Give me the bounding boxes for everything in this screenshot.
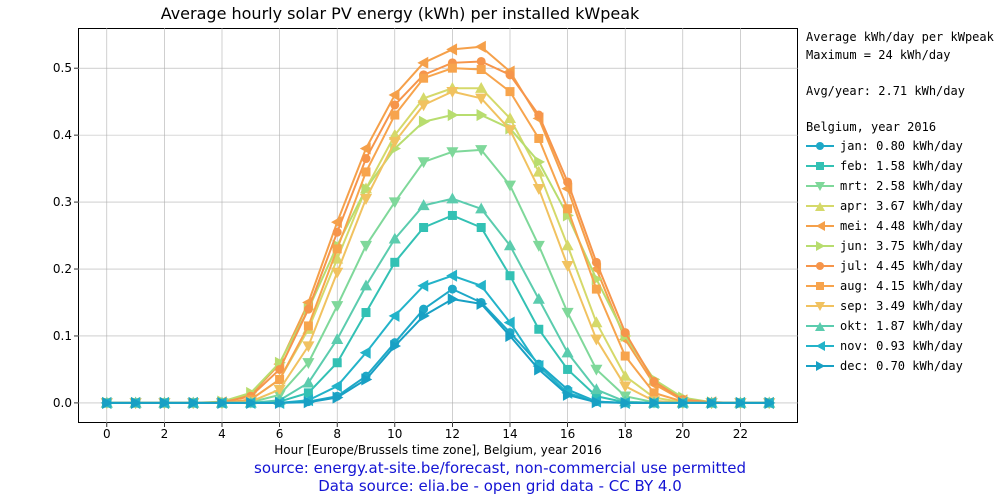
legend-item-jan: jan: 0.80 kWh/day	[806, 136, 994, 156]
x-tick-label: 18	[618, 427, 633, 441]
legend-swatch	[806, 299, 834, 313]
legend-header-line: Avg/year: 2.71 kWh/day	[806, 82, 994, 100]
y-tick-label: 0.2	[12, 262, 72, 276]
legend-item-apr: apr: 3.67 kWh/day	[806, 196, 994, 216]
legend-item-jul: jul: 4.45 kWh/day	[806, 256, 994, 276]
legend-label: apr: 3.67 kWh/day	[840, 197, 963, 215]
legend-label: dec: 0.70 kWh/day	[840, 357, 963, 375]
chart-container: Average hourly solar PV energy (kWh) per…	[0, 0, 1000, 500]
legend-item-jun: jun: 3.75 kWh/day	[806, 236, 994, 256]
legend-series-list: jan: 0.80 kWh/day feb: 1.58 kWh/day mrt: 2…	[806, 136, 994, 376]
footer-line2: Data source: elia.be - open grid data - …	[318, 477, 682, 495]
x-tick-label: 8	[333, 427, 341, 441]
legend-swatch	[806, 359, 834, 373]
legend-label: feb: 1.58 kWh/day	[840, 157, 963, 175]
legend-label: sep: 3.49 kWh/day	[840, 297, 963, 315]
y-tick-label: 0.4	[12, 128, 72, 142]
legend-label: mrt: 2.58 kWh/day	[840, 177, 963, 195]
legend-item-sep: sep: 3.49 kWh/day	[806, 296, 994, 316]
legend-label: nov: 0.93 kWh/day	[840, 337, 963, 355]
legend-label: jan: 0.80 kWh/day	[840, 137, 963, 155]
legend-item-nov: nov: 0.93 kWh/day	[806, 336, 994, 356]
legend-label: aug: 4.15 kWh/day	[840, 277, 963, 295]
legend-swatch	[806, 279, 834, 293]
legend-item-mrt: mrt: 2.58 kWh/day	[806, 176, 994, 196]
legend-item-dec: dec: 0.70 kWh/day	[806, 356, 994, 376]
legend-swatch	[806, 259, 834, 273]
legend-item-mei: mei: 4.48 kWh/day	[806, 216, 994, 236]
legend-swatch	[806, 339, 834, 353]
plot-svg	[78, 28, 798, 423]
x-tick-label: 12	[445, 427, 460, 441]
x-tick-label: 22	[733, 427, 748, 441]
y-tick-label: 0.1	[12, 329, 72, 343]
x-axis-label: Hour [Europe/Brussels time zone], Belgiu…	[78, 443, 798, 457]
legend-label: jul: 4.45 kWh/day	[840, 257, 963, 275]
x-tick-label: 20	[675, 427, 690, 441]
y-tick-label: 0.5	[12, 61, 72, 75]
x-tick-label: 4	[218, 427, 226, 441]
legend-swatch	[806, 139, 834, 153]
chart-title: Average hourly solar PV energy (kWh) per…	[0, 4, 800, 23]
legend-header-line	[806, 64, 994, 82]
legend-swatch	[806, 319, 834, 333]
legend: Average kWh/day per kWpeak Maximum = 24 …	[806, 28, 994, 376]
legend-swatch	[806, 179, 834, 193]
legend-swatch	[806, 159, 834, 173]
x-tick-label: 2	[161, 427, 169, 441]
footer-attribution: source: energy.at-site.be/forecast, non-…	[0, 459, 1000, 497]
x-tick-label: 16	[560, 427, 575, 441]
y-tick-label: 0.3	[12, 195, 72, 209]
legend-swatch	[806, 239, 834, 253]
legend-item-okt: okt: 1.87 kWh/day	[806, 316, 994, 336]
x-tick-label: 0	[103, 427, 111, 441]
footer-line1: source: energy.at-site.be/forecast, non-…	[254, 459, 746, 477]
legend-item-aug: aug: 4.15 kWh/day	[806, 276, 994, 296]
legend-header-line: Maximum = 24 kWh/day	[806, 46, 994, 64]
x-tick-label: 6	[276, 427, 284, 441]
legend-header-line	[806, 100, 994, 118]
y-tick-label: 0.0	[12, 396, 72, 410]
legend-label: jun: 3.75 kWh/day	[840, 237, 963, 255]
legend-label: mei: 4.48 kWh/day	[840, 217, 963, 235]
x-tick-label: 14	[502, 427, 517, 441]
legend-item-feb: feb: 1.58 kWh/day	[806, 156, 994, 176]
legend-header-line: Belgium, year 2016	[806, 118, 994, 136]
legend-swatch	[806, 219, 834, 233]
x-tick-label: 10	[387, 427, 402, 441]
legend-label: okt: 1.87 kWh/day	[840, 317, 963, 335]
legend-swatch	[806, 199, 834, 213]
legend-header-line: Average kWh/day per kWpeak	[806, 28, 994, 46]
